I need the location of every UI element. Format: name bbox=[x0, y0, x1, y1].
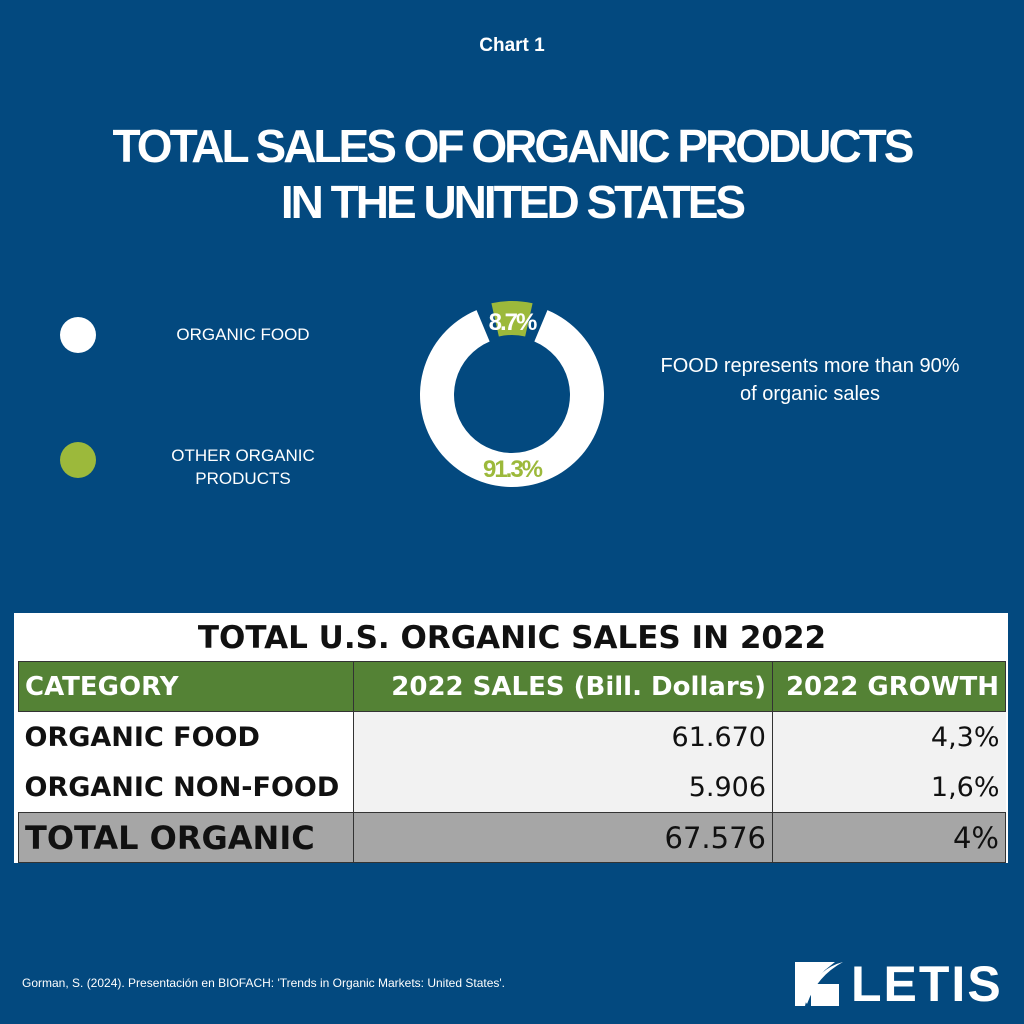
donut-chart: 91.3% 8.7% bbox=[420, 301, 604, 487]
slice-label-food: 91.3% bbox=[483, 456, 543, 483]
table-row: ORGANIC FOOD 61.670 4,3% bbox=[18, 711, 1006, 762]
table-row: ORGANIC NON-FOOD 5.906 1,6% bbox=[18, 762, 1006, 813]
legend-label-other: OTHER ORGANIC PRODUCTS bbox=[171, 446, 315, 488]
cell-sales: 5.906 bbox=[353, 762, 773, 813]
slice-label-other: 8.7% bbox=[489, 309, 537, 336]
cell-category: ORGANIC FOOD bbox=[18, 711, 354, 762]
title-line-2: IN THE UNITED STATES bbox=[280, 176, 746, 228]
legend-swatch-other bbox=[60, 442, 96, 478]
legend-label-food: ORGANIC FOOD bbox=[176, 325, 310, 344]
cell-category: ORGANIC NON-FOOD bbox=[18, 762, 354, 813]
checkmark-logo-icon bbox=[795, 962, 843, 1006]
cell-growth: 1,6% bbox=[772, 762, 1006, 813]
title-line-1: TOTAL SALES OF ORGANIC PRODUCTS bbox=[112, 120, 915, 172]
cell-growth: 4,3% bbox=[772, 711, 1006, 762]
donut-slice-other bbox=[491, 301, 533, 337]
chart-kicker: Chart 1 bbox=[479, 35, 545, 56]
source-citation: Gorman, S. (2024). Presentación en BIOFA… bbox=[22, 976, 506, 990]
chart-title: TOTAL SALES OF ORGANIC PRODUCTS IN THE UN… bbox=[0, 118, 1024, 230]
logo-text: LETIS bbox=[851, 956, 1003, 1012]
cell-sales: 61.670 bbox=[353, 711, 773, 762]
letis-logo: LETIS bbox=[795, 955, 1003, 1013]
cell-sales: 67.576 bbox=[353, 812, 773, 863]
table-title: TOTAL U.S. ORGANIC SALES IN 2022 bbox=[197, 620, 827, 656]
cell-growth: 4% bbox=[772, 812, 1006, 863]
donut-slice-food bbox=[420, 310, 604, 487]
header-sales: 2022 SALES (Bill. Dollars) bbox=[353, 661, 773, 712]
annotation-note: FOOD represents more than 90% of organic… bbox=[660, 355, 960, 405]
cell-category: TOTAL ORGANIC bbox=[18, 812, 354, 863]
table-total-row: TOTAL ORGANIC 67.576 4% bbox=[18, 812, 1006, 863]
header-growth: 2022 GROWTH bbox=[772, 661, 1006, 712]
legend-swatch-food bbox=[60, 317, 96, 353]
header-category: CATEGORY bbox=[18, 661, 354, 712]
sales-table: TOTAL U.S. ORGANIC SALES IN 2022 CATEGOR… bbox=[14, 613, 1008, 863]
